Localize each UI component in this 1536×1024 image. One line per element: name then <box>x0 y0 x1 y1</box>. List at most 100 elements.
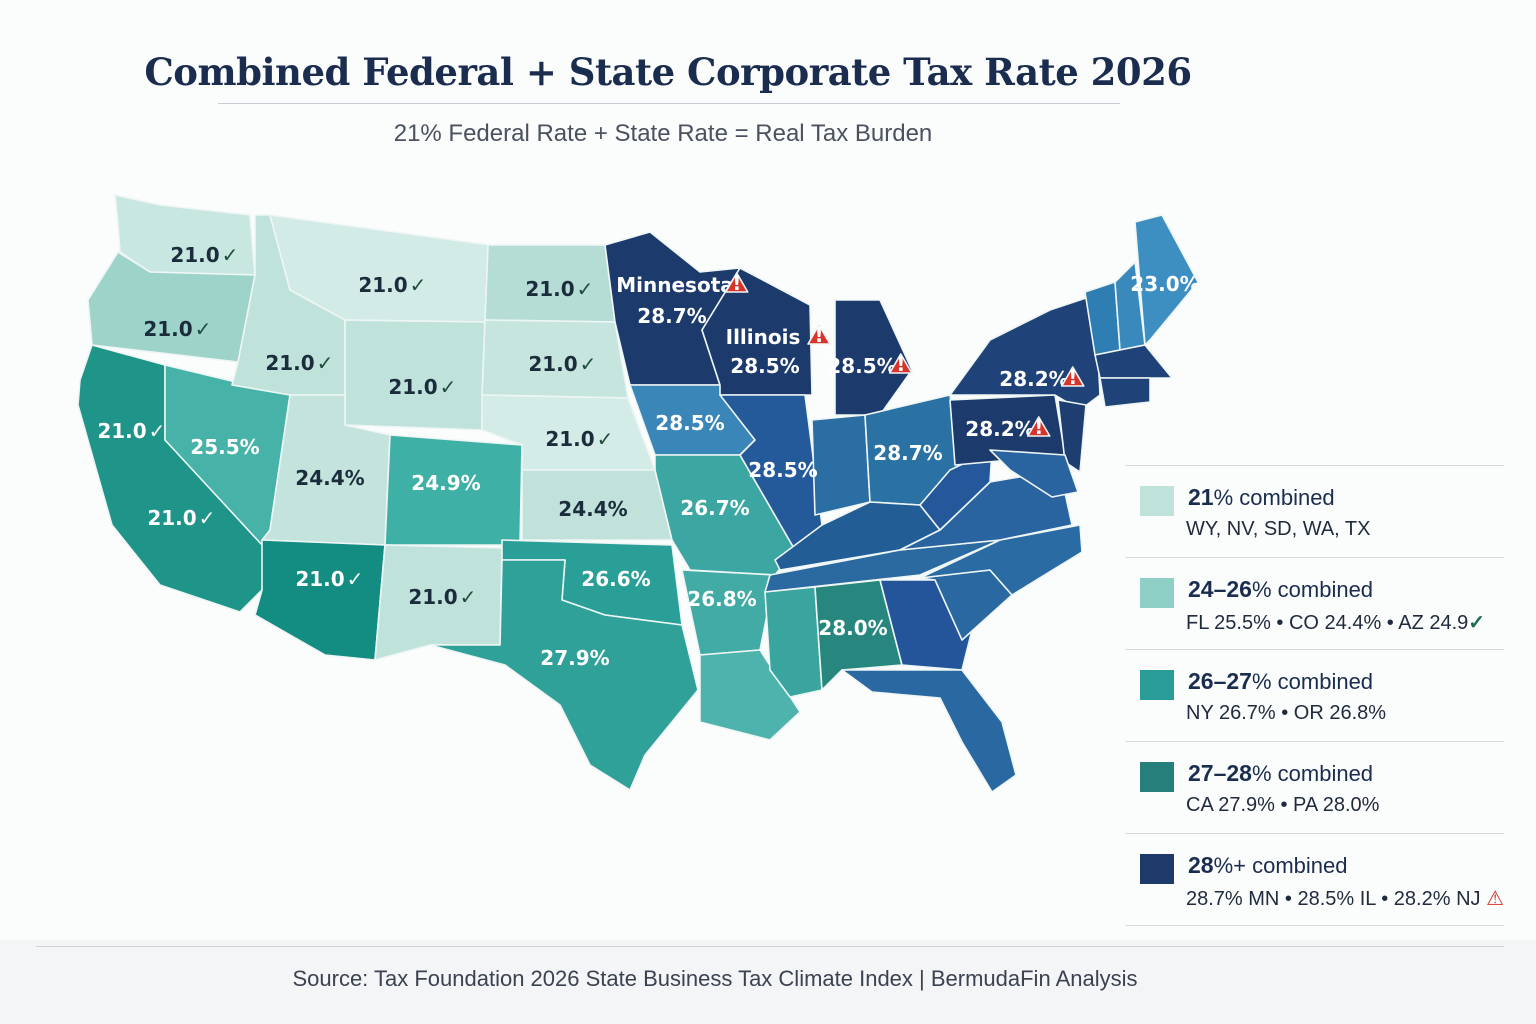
check-icon: ✓ <box>149 419 166 443</box>
legend-heading: 21% combined <box>1188 484 1335 511</box>
check-icon: ✓ <box>580 352 597 376</box>
state-label-ks: 24.4% <box>558 497 627 521</box>
state-label-pa: 28.2% <box>965 417 1034 441</box>
state-in <box>811 414 871 516</box>
state-label-nm: 21.0 <box>408 585 457 609</box>
state-label-al: 28.0% <box>818 616 887 640</box>
state-label-ia: 28.5% <box>655 411 724 435</box>
check-icon: ✓ <box>577 277 594 301</box>
warning-icon <box>807 324 831 345</box>
state-label-ar: 26.8% <box>687 587 756 611</box>
legend-item: 26–27% combined NY 26.7% • OR 26.8% <box>1126 649 1504 741</box>
state-label-ca: 21.0 <box>147 506 196 530</box>
legend-range: 21 <box>1188 484 1214 510</box>
state-nj <box>1057 399 1087 473</box>
state-la <box>699 649 801 741</box>
state-label-co: 24.9% <box>411 471 480 495</box>
legend-suffix: % combined <box>1251 669 1374 694</box>
legend-swatch <box>1140 762 1174 792</box>
check-icon: ✓ <box>440 375 457 399</box>
warning-icon <box>724 272 749 293</box>
state-tx <box>429 559 699 791</box>
legend-detail: NY 26.7% • OR 26.8% <box>1186 702 1386 725</box>
state-tn <box>764 539 1001 593</box>
warning-icon-mark: ! <box>1068 365 1077 389</box>
warning-icon-mark: ! <box>896 352 905 376</box>
legend: 21% combined WY, NV, SD, WA, TX 24–26% com… <box>1126 465 1504 926</box>
legend-heading: 26–27% combined <box>1188 668 1373 695</box>
state-label-me: 23.0% <box>1130 272 1199 296</box>
legend-item: 27–28% combined CA 27.9% • PA 28.0% <box>1126 741 1504 833</box>
warning-icon <box>1026 416 1051 437</box>
state-label-oh: 28.7% <box>873 441 942 465</box>
legend-item: 21% combined WY, NV, SD, WA, TX <box>1126 465 1504 557</box>
legend-detail: 28.7% MN • 28.5% IL • 28.2% NJ ⚠ <box>1186 886 1504 911</box>
warning-icon-mark: ! <box>732 271 741 295</box>
state-az <box>254 539 386 661</box>
check-icon: ✓ <box>460 585 477 609</box>
state-label-sd: 21.0 <box>528 352 577 376</box>
title-divider <box>218 103 1120 104</box>
legend-heading: 24–26% combined <box>1188 576 1373 603</box>
legend-range: 28 <box>1188 852 1214 878</box>
legend-detail: CA 27.9% • PA 28.0% <box>1186 794 1379 817</box>
state-label-id: 21.0 <box>265 351 314 375</box>
legend-item: 28%+ combined 28.7% MN • 28.5% IL • 28.2%… <box>1126 833 1504 926</box>
legend-heading: 27–28% combined <box>1188 760 1373 787</box>
check-icon: ✓ <box>199 506 216 530</box>
state-mi <box>834 299 913 416</box>
state-label-or: 21.0 <box>143 317 192 341</box>
legend-detail: WY, NV, SD, WA, TX <box>1186 518 1371 541</box>
state-me <box>1134 214 1199 346</box>
footer-divider <box>36 946 1504 947</box>
check-icon: ✓ <box>1468 612 1486 634</box>
state-label-wi: 28.5% <box>730 354 799 378</box>
legend-range: 26–27 <box>1188 668 1252 694</box>
legend-suffix: % combined <box>1251 761 1374 786</box>
legend-detail: FL 25.5% • CO 24.4% • AZ 24.9✓ <box>1186 610 1485 635</box>
state-label-il: 28.5% <box>748 458 817 482</box>
footer <box>0 940 1536 1024</box>
state-label-mn: 28.7% <box>637 304 706 328</box>
legend-item: 24–26% combined FL 25.5% • CO 24.4% • AZ … <box>1126 557 1504 649</box>
warning-icon <box>1060 366 1085 387</box>
state-ct <box>1099 377 1151 408</box>
legend-detail-text: NY 26.7% • OR 26.8% <box>1186 702 1387 724</box>
state-label-az: 21.0 <box>295 567 344 591</box>
state-wi <box>701 267 813 396</box>
check-icon: ✓ <box>317 351 334 375</box>
us-map: 21.0 ✓21.0 ✓21.0 ✓21.0 ✓25.5%21.0 ✓21.0 ✓21.0 ✓… <box>77 194 1200 793</box>
check-icon: ✓ <box>222 243 239 267</box>
state-label-ne: 21.0 <box>545 427 594 451</box>
legend-detail-text: WY, NV, SD, WA, TX <box>1186 518 1371 540</box>
legend-range: 24–26 <box>1188 576 1252 602</box>
legend-suffix: % combined <box>1213 485 1335 510</box>
check-icon: ✓ <box>195 317 212 341</box>
legend-swatch <box>1140 486 1174 516</box>
state-fl <box>841 669 1017 793</box>
check-icon: ✓ <box>347 567 364 591</box>
check-icon: ✓ <box>410 273 427 297</box>
state-label-tx: 27.9% <box>540 646 609 670</box>
state-ma <box>1094 344 1173 379</box>
state-label-ok: 26.6% <box>581 567 650 591</box>
state-al <box>814 579 903 691</box>
state-label-ca: 21.0 <box>97 419 146 443</box>
page-title: Combined Federal + State Corporate Tax R… <box>144 50 1192 94</box>
legend-swatch <box>1140 578 1174 608</box>
state-label-wi: Illinois <box>726 325 801 349</box>
state-label-nd: 21.0 <box>525 277 574 301</box>
warning-icon: ⚠ <box>1480 888 1505 910</box>
state-wv <box>919 449 993 531</box>
legend-range: 27–28 <box>1188 760 1252 786</box>
legend-suffix: % combined <box>1251 577 1374 602</box>
warning-icon-mark: ! <box>814 323 823 347</box>
state-label-wa: 21.0 <box>170 243 219 267</box>
state-label-ny: 28.2% <box>999 367 1068 391</box>
legend-suffix: %+ combined <box>1213 853 1348 878</box>
legend-detail-text: 28.7% MN • 28.5% IL • 28.2% NJ <box>1186 888 1481 910</box>
legend-detail-text: FL 25.5% • CO 24.4% • AZ 24.9 <box>1186 612 1469 634</box>
warning-icon <box>888 353 913 374</box>
state-md <box>989 449 1079 498</box>
state-label-mt: 21.0 <box>358 273 407 297</box>
